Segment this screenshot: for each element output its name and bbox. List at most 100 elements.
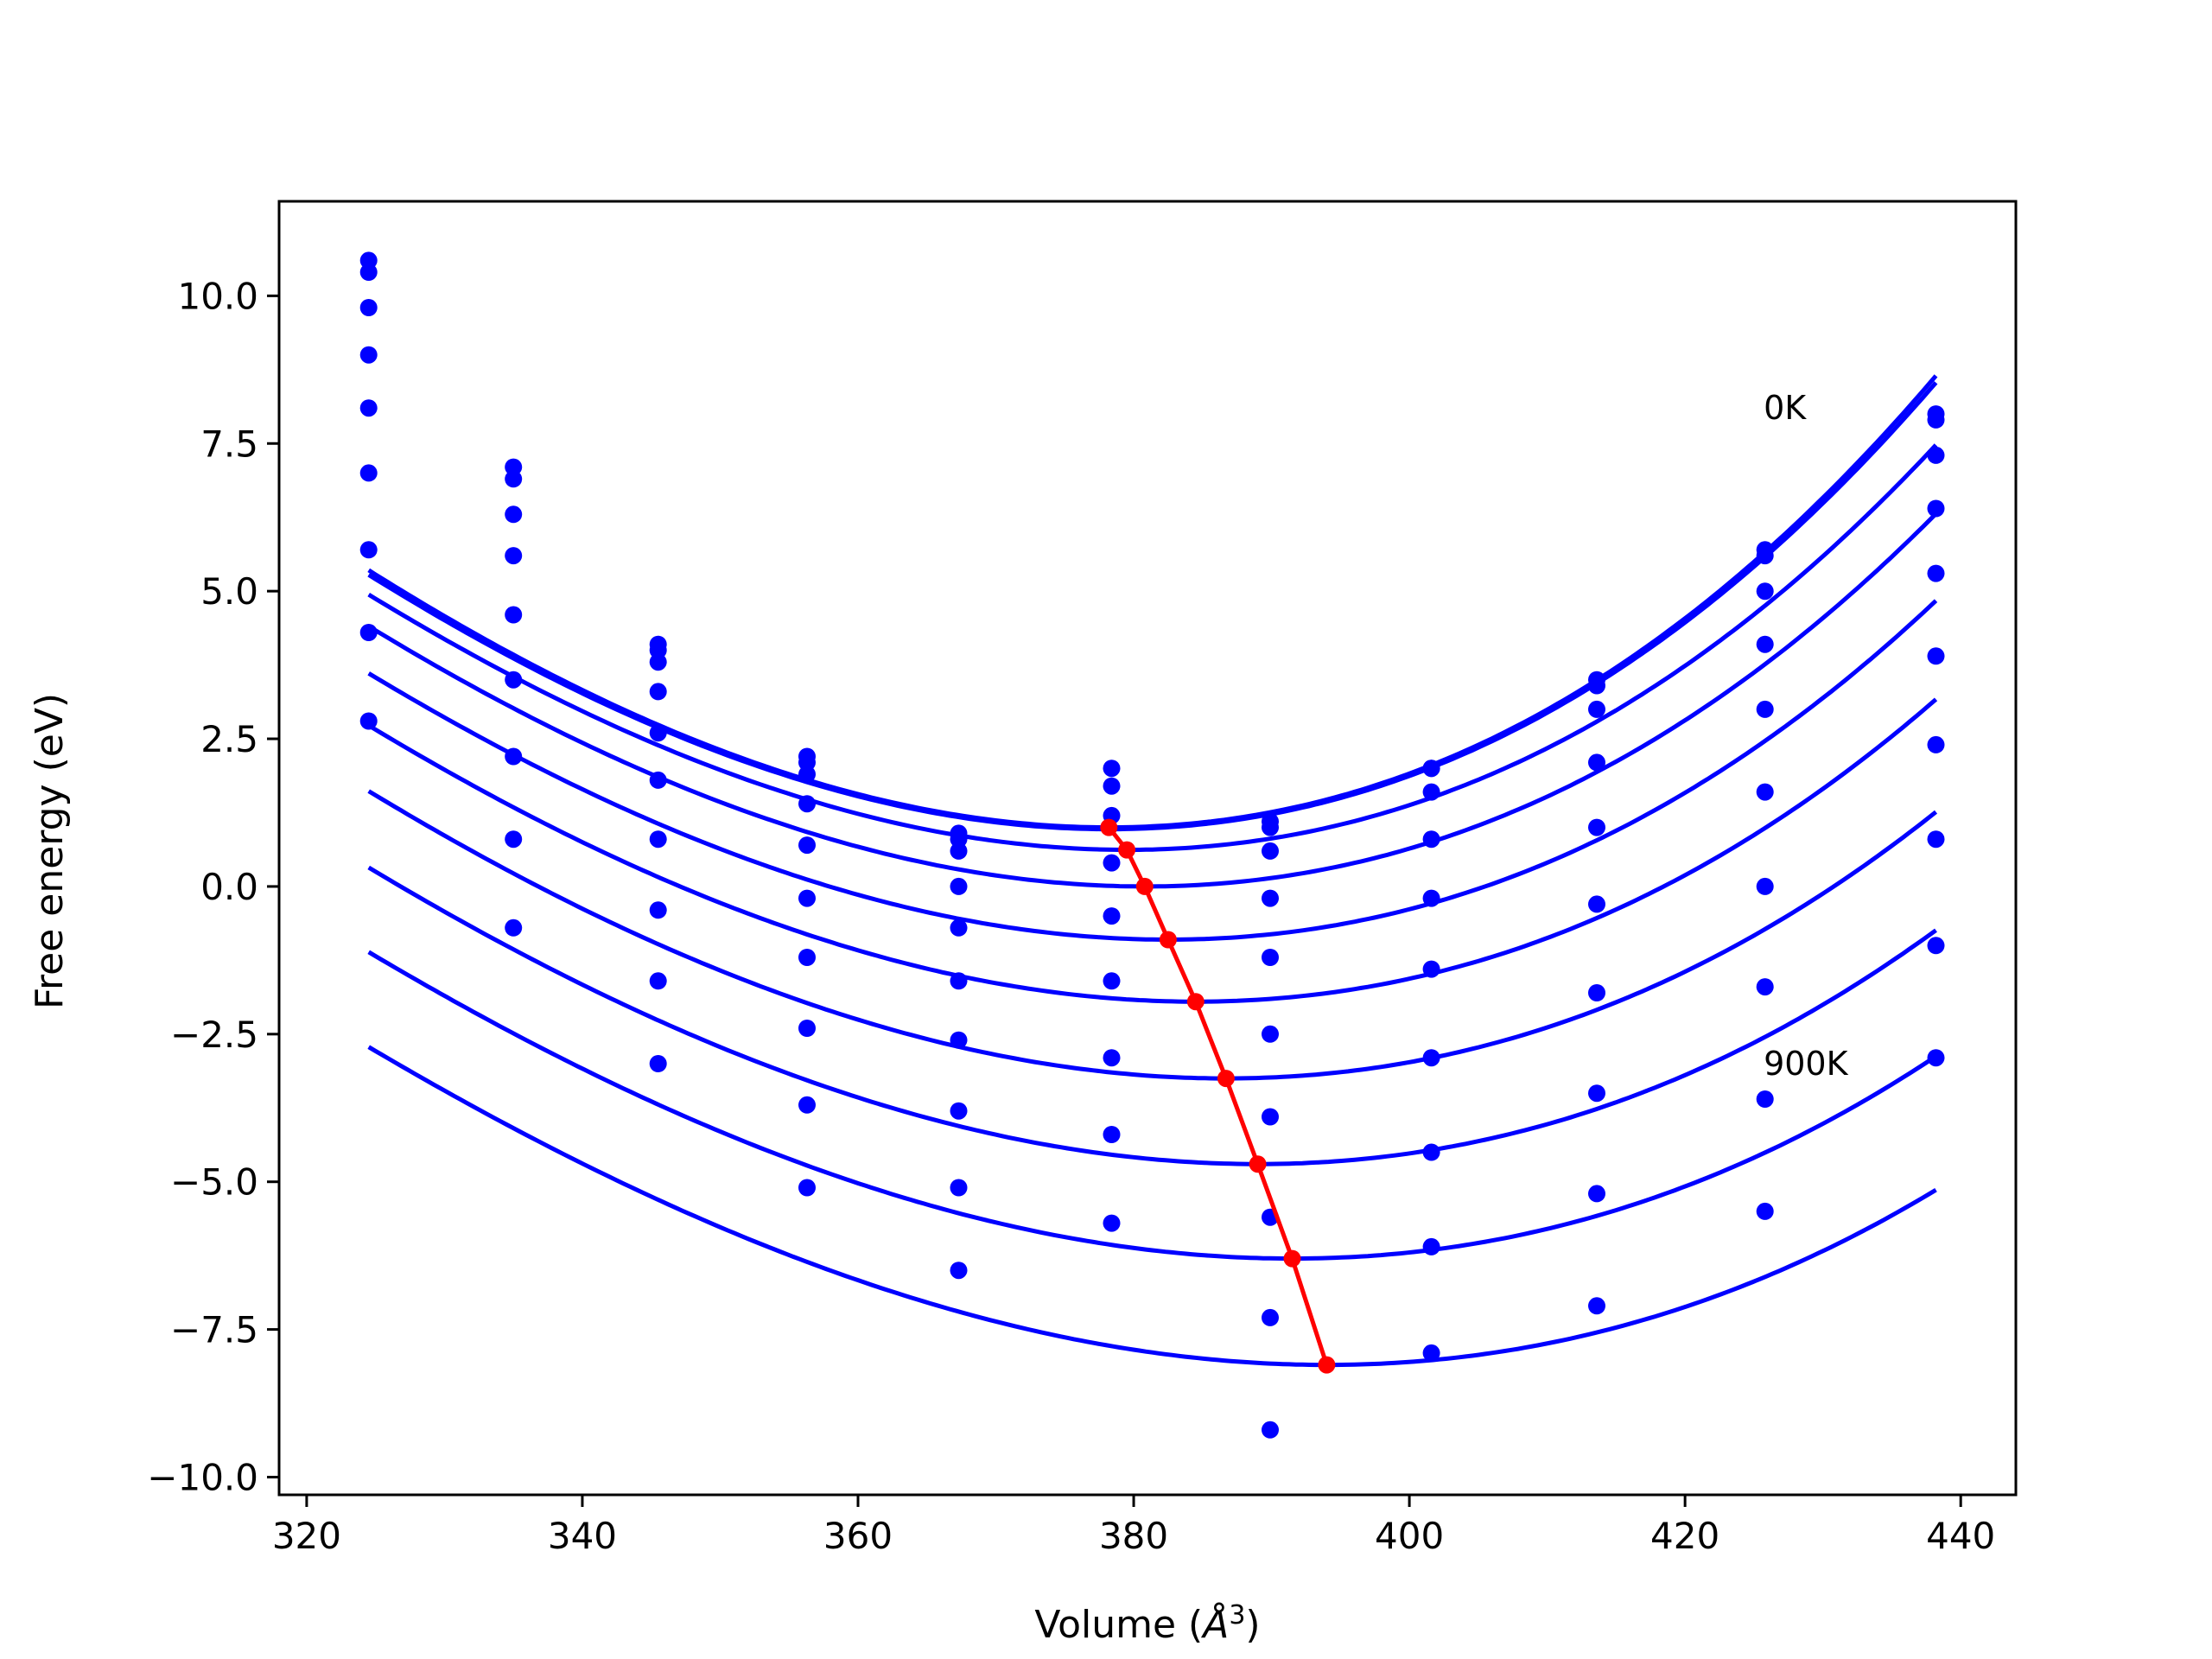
- plot-area: [359, 251, 1945, 1439]
- data-point: [1262, 949, 1279, 966]
- y-tick-label: −5.0: [170, 1161, 258, 1204]
- data-point: [1422, 960, 1440, 978]
- fit-curve-2: [367, 443, 1938, 853]
- data-point: [649, 641, 667, 659]
- minimum-point: [1318, 1356, 1336, 1374]
- data-point: [1588, 700, 1605, 718]
- minimum-point: [1118, 841, 1136, 859]
- fit-curve-9: [367, 1045, 1937, 1368]
- data-point: [798, 753, 816, 772]
- data-point: [1422, 889, 1440, 907]
- data-point: [1927, 446, 1945, 464]
- data-point: [1756, 1090, 1774, 1108]
- data-point: [950, 918, 968, 937]
- x-tick-label: 380: [1099, 1515, 1168, 1557]
- minimum-point: [1217, 1070, 1235, 1088]
- fit-curve-7: [367, 865, 1937, 1166]
- data-point: [798, 1179, 816, 1197]
- data-point: [1927, 564, 1945, 582]
- data-point: [1103, 1214, 1121, 1232]
- data-point: [1422, 1143, 1440, 1161]
- data-point: [649, 683, 667, 701]
- data-point: [649, 771, 667, 789]
- x-tick-label: 420: [1650, 1515, 1719, 1557]
- data-point: [649, 901, 667, 919]
- plot-frame: [277, 200, 2018, 1497]
- fit-curve-0: [367, 374, 1938, 830]
- y-axis: 10.0 7.5 5.0 2.5 0.0 −2.5 −5.0 −7.5 −10.0: [147, 275, 279, 1498]
- x-axis-label: Volume (Å3): [1034, 1600, 1260, 1647]
- fit-curve-5: [367, 697, 1938, 1004]
- data-point: [798, 889, 816, 907]
- data-point: [1588, 1185, 1605, 1203]
- data-point: [1588, 1297, 1605, 1315]
- data-point: [1588, 895, 1605, 913]
- data-point: [649, 830, 667, 849]
- data-point: [505, 606, 523, 624]
- data-point: [505, 747, 523, 766]
- data-point: [359, 264, 378, 281]
- data-point: [359, 541, 378, 559]
- data-point: [1927, 1049, 1945, 1067]
- data-point: [798, 1020, 816, 1037]
- data-point: [1756, 547, 1774, 565]
- data-point: [950, 1031, 968, 1049]
- data-point: [1103, 760, 1121, 778]
- data-point: [1103, 907, 1121, 925]
- data-point: [1262, 842, 1279, 860]
- data-point: [649, 1055, 667, 1072]
- data-point: [1756, 1202, 1774, 1220]
- data-point: [1588, 1084, 1605, 1103]
- data-point: [359, 299, 378, 316]
- data-point: [1262, 1421, 1279, 1439]
- data-point: [1262, 1308, 1279, 1326]
- data-point: [1588, 818, 1605, 836]
- minimum-point: [1135, 877, 1154, 895]
- y-tick-label: 5.0: [200, 570, 258, 613]
- data-point: [1927, 410, 1945, 429]
- data-point: [505, 458, 523, 476]
- data-point: [1588, 753, 1605, 772]
- data-point: [649, 972, 667, 990]
- data-point: [950, 972, 968, 990]
- y-tick-label: −7.5: [170, 1309, 258, 1351]
- annotations: 0K 900K: [1764, 389, 1849, 1083]
- data-point: [1927, 830, 1945, 849]
- data-point: [505, 505, 523, 524]
- fit-curve-1: [367, 381, 1938, 832]
- y-tick-label: 0.0: [200, 866, 258, 908]
- data-point: [1756, 783, 1774, 801]
- data-point: [798, 795, 816, 813]
- data-point: [1927, 499, 1945, 518]
- temperature-annotation: 900K: [1764, 1045, 1849, 1083]
- x-axis: 320 340 360 380 400 420 440: [272, 1495, 1995, 1557]
- data-point: [1927, 735, 1945, 753]
- data-point: [505, 470, 523, 488]
- data-point: [505, 918, 523, 937]
- data-point: [505, 671, 523, 689]
- data-point: [1103, 777, 1121, 795]
- data-point: [1422, 830, 1440, 849]
- data-point: [1927, 937, 1945, 955]
- data-point: [950, 1262, 968, 1280]
- data-point: [950, 1179, 968, 1197]
- data-point: [798, 1096, 816, 1114]
- x-tick-label: 360: [823, 1515, 893, 1557]
- y-tick-label: 2.5: [200, 718, 258, 760]
- data-point: [950, 1102, 968, 1120]
- data-point: [1262, 1108, 1279, 1126]
- temperature-annotation: 0K: [1764, 389, 1807, 427]
- minimum-point: [1100, 818, 1118, 836]
- data-point: [798, 836, 816, 855]
- data-point: [649, 653, 667, 671]
- data-point: [950, 877, 968, 895]
- data-point: [1103, 972, 1121, 990]
- data-point: [359, 624, 378, 641]
- data-point: [1103, 1049, 1121, 1067]
- data-point: [1422, 760, 1440, 778]
- fit-curve-6: [367, 789, 1938, 1081]
- y-axis-label: Free energy (eV): [28, 693, 72, 1009]
- data-point: [798, 949, 816, 966]
- data-point: [950, 830, 968, 849]
